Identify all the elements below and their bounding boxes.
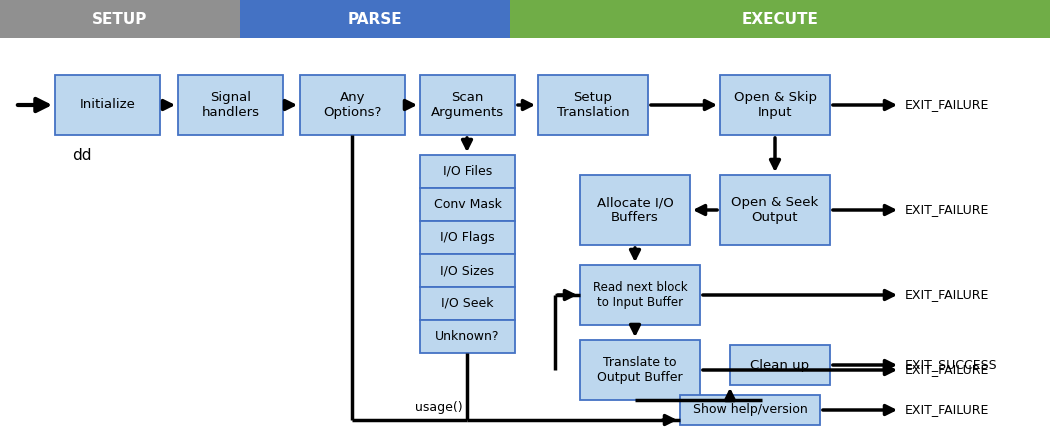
- Bar: [420, 188, 514, 221]
- Text: EXIT_FAILURE: EXIT_FAILURE: [905, 203, 989, 216]
- Text: EXIT_FAILURE: EXIT_FAILURE: [905, 403, 989, 417]
- Text: Initialize: Initialize: [80, 98, 135, 111]
- Text: EXECUTE: EXECUTE: [741, 12, 818, 27]
- Bar: [580, 340, 700, 400]
- Bar: [420, 75, 514, 135]
- Text: I/O Seek: I/O Seek: [441, 297, 494, 310]
- Text: Translate to
Output Buffer: Translate to Output Buffer: [597, 356, 682, 384]
- Text: I/O Files: I/O Files: [443, 165, 492, 178]
- Bar: [420, 320, 514, 353]
- Text: Read next block
to Input Buffer: Read next block to Input Buffer: [592, 281, 688, 309]
- Bar: [720, 175, 830, 245]
- Bar: [730, 345, 830, 385]
- Text: Signal
handlers: Signal handlers: [202, 91, 259, 119]
- Bar: [55, 75, 160, 135]
- Text: Any
Options?: Any Options?: [323, 91, 382, 119]
- Bar: [420, 287, 514, 320]
- Text: Show help/version: Show help/version: [693, 403, 807, 417]
- Text: Unknown?: Unknown?: [436, 330, 500, 343]
- Text: usage(): usage(): [415, 400, 463, 414]
- Bar: [510, 0, 1050, 38]
- Text: Scan
Arguments: Scan Arguments: [430, 91, 504, 119]
- Bar: [720, 75, 830, 135]
- Bar: [538, 75, 648, 135]
- Text: EXIT_FAILURE: EXIT_FAILURE: [905, 363, 989, 377]
- Bar: [0, 0, 240, 38]
- Text: Open & Skip
Input: Open & Skip Input: [734, 91, 817, 119]
- Text: dd: dd: [72, 148, 91, 163]
- Text: EXIT_SUCCESS: EXIT_SUCCESS: [905, 359, 998, 372]
- Bar: [240, 0, 510, 38]
- Text: Conv Mask: Conv Mask: [434, 198, 502, 211]
- Bar: [420, 155, 514, 188]
- Bar: [680, 395, 820, 425]
- Text: EXIT_FAILURE: EXIT_FAILURE: [905, 289, 989, 301]
- Text: I/O Flags: I/O Flags: [440, 231, 495, 244]
- Text: Setup
Translation: Setup Translation: [556, 91, 629, 119]
- Bar: [580, 265, 700, 325]
- Bar: [178, 75, 284, 135]
- Text: Clean up: Clean up: [751, 359, 810, 372]
- Bar: [420, 221, 514, 254]
- Text: I/O Sizes: I/O Sizes: [441, 264, 495, 277]
- Text: Open & Seek
Output: Open & Seek Output: [732, 196, 819, 224]
- Bar: [300, 75, 405, 135]
- Bar: [420, 254, 514, 287]
- Text: PARSE: PARSE: [348, 12, 402, 27]
- Text: Allocate I/O
Buffers: Allocate I/O Buffers: [596, 196, 673, 224]
- Text: EXIT_FAILURE: EXIT_FAILURE: [905, 98, 989, 111]
- Text: SETUP: SETUP: [92, 12, 148, 27]
- Bar: [580, 175, 690, 245]
